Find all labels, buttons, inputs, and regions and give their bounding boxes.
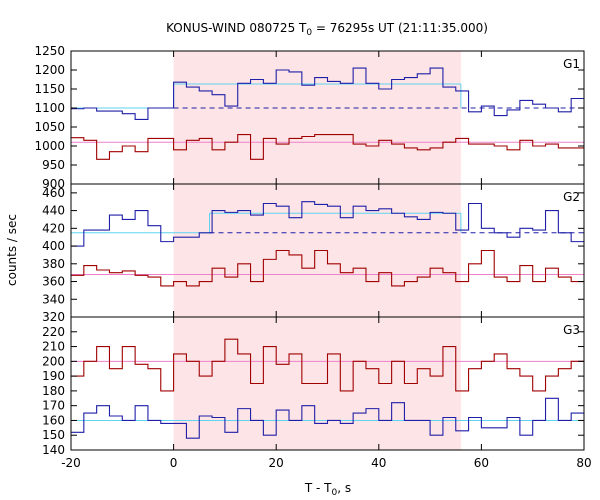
panel-g3-frame [70, 316, 585, 451]
panel-g3-ytick-label-8: 220 [42, 325, 65, 339]
panel-g3-ytick-label-6: 200 [42, 354, 65, 368]
xtick-label-3: 40 [371, 456, 386, 470]
xtick-label-2: 20 [269, 456, 284, 470]
panel-g2-label: G2 [563, 190, 580, 204]
panel-g2-ytick-label-5: 420 [42, 221, 65, 235]
chart-title: KONUS-WIND 080725 T0 = 76295s UT (21:11:… [166, 21, 488, 38]
panel-g3-label: G3 [563, 323, 580, 337]
panel-g1-ytick-label-2: 1000 [34, 139, 65, 153]
plot-layer: 900 950 1000 1050 1100 1150 1200 1250 G1 320 340 36… [34, 44, 591, 470]
panel-g1-ytick-label-1: 950 [42, 158, 65, 172]
panel-g2-ytick-label-4: 400 [42, 239, 65, 253]
x-axis-label: T - T0, s [304, 481, 351, 498]
panel-g2-ytick-label-7: 460 [42, 186, 65, 200]
xtick-label-4: 60 [474, 456, 489, 470]
xtick-label-0: -20 [61, 456, 81, 470]
panel-g1-ytick-label-4: 1100 [34, 101, 65, 115]
panel-g1-label: G1 [563, 57, 580, 71]
panel-g3-ytick-label-2: 160 [42, 413, 65, 427]
panel-g3-high-series [71, 397, 584, 439]
panel-g1-ytick-label-5: 1150 [34, 82, 65, 96]
panel-g2-ytick-label-3: 380 [42, 257, 65, 271]
panel-g1-ytick-label-0: 900 [42, 177, 65, 191]
panel-g3-ytick-label-0: 140 [42, 443, 65, 457]
panel-g3-ytick-label-5: 190 [42, 369, 65, 383]
panel-g3-ytick-label-4: 180 [42, 384, 65, 398]
panel-g3-ytick-label-1: 150 [42, 428, 65, 442]
panel-g3-ytick-label-3: 170 [42, 399, 65, 413]
panel-g3-ytick-label-7: 210 [42, 340, 65, 354]
panel-g1-low-series [71, 134, 584, 160]
panel-g1-ytick-label-6: 1200 [34, 63, 65, 77]
xtick-label-5: 80 [576, 456, 591, 470]
panel-g2-ytick-label-6: 440 [42, 204, 65, 218]
panel-g2-high-series [71, 201, 584, 247]
panel-g2-ytick-label-0: 320 [42, 310, 65, 324]
panel-g2-low-series [71, 249, 584, 287]
y-axis-label: counts / sec [5, 214, 19, 286]
panel-g1-ytick-label-3: 1050 [34, 120, 65, 134]
panel-g2-ytick-label-2: 360 [42, 275, 65, 289]
panel-g3-low-series [71, 338, 584, 392]
panel-g1-ytick-label-7: 1250 [34, 44, 65, 58]
xtick-label-1: 0 [170, 456, 178, 470]
panel-g2-ytick-label-1: 340 [42, 292, 65, 306]
panel-g1-high-series [71, 67, 584, 120]
